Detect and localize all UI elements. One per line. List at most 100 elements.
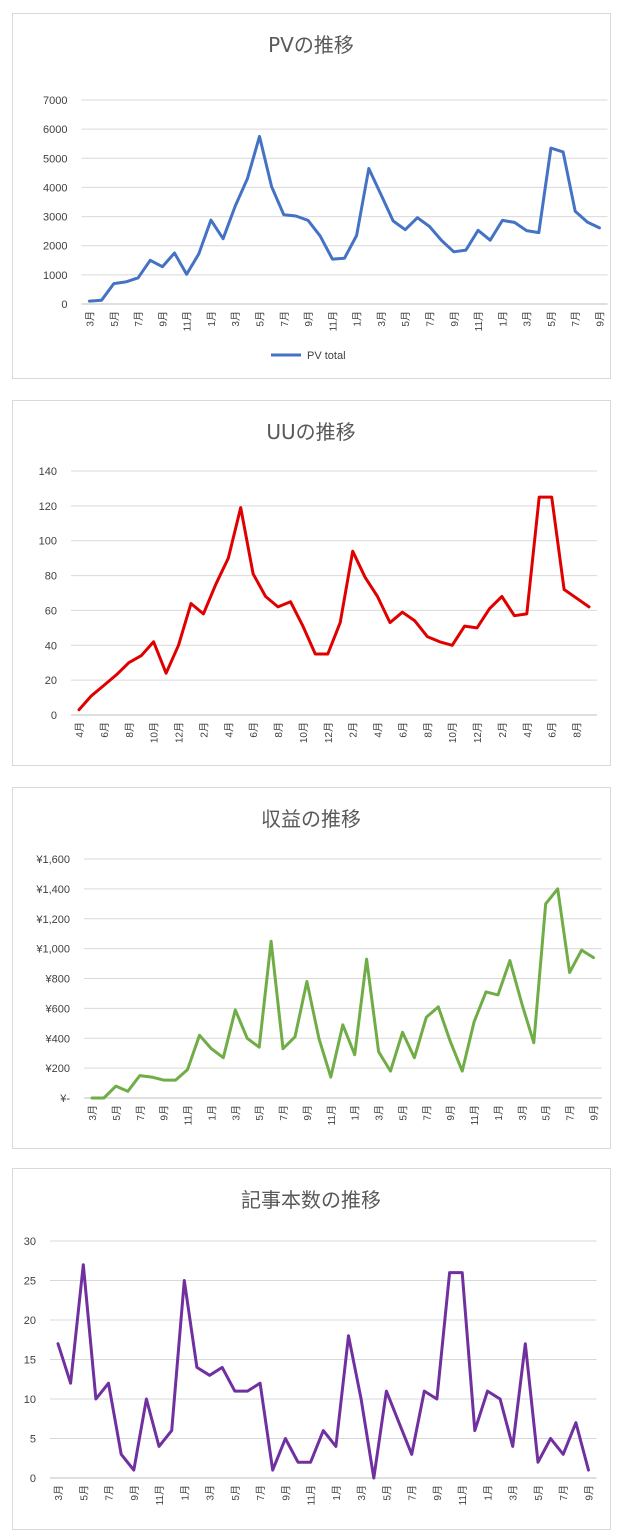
- x-tick-label: 3月: [517, 1105, 529, 1121]
- y-tick-label: ¥1,600: [35, 854, 70, 866]
- x-tick-label: 1月: [497, 311, 509, 327]
- x-tick-label: 6月: [547, 722, 559, 738]
- x-tick-label: 5月: [381, 1485, 393, 1501]
- x-tick-label: 5月: [255, 311, 267, 327]
- x-tick-label: 8月: [273, 722, 285, 738]
- y-tick-label: ¥800: [45, 974, 70, 986]
- x-tick-label: 12月: [323, 722, 335, 743]
- x-tick-label: 8月: [124, 722, 136, 738]
- x-tick-label: 5月: [254, 1105, 266, 1121]
- x-tick-label: 9月: [159, 1105, 171, 1121]
- y-tick-label: ¥600: [45, 1003, 70, 1015]
- x-tick-label: 5月: [397, 1105, 409, 1121]
- uu-chart-svg: UUの推移 0 20 40 60 80 100 120 140 4月 6月 8月 10月 12月 2月 4月…: [39, 420, 597, 743]
- y-tick-label: 0: [61, 299, 67, 311]
- x-tick-label: 3月: [53, 1485, 65, 1501]
- x-tick-label: 4月: [373, 722, 385, 738]
- y-tick-label: 20: [45, 675, 57, 687]
- y-tick-label: ¥1,400: [35, 884, 70, 896]
- series-line: [88, 134, 601, 303]
- x-tick-label: 11月: [182, 311, 194, 331]
- x-tick-label: 11月: [306, 1485, 318, 1505]
- x-tick-label: 5月: [546, 311, 558, 327]
- x-tick-label: 8月: [422, 722, 434, 738]
- x-tick-label: 11月: [154, 1485, 166, 1505]
- x-tick-label: 1月: [206, 311, 218, 327]
- y-tick-label: ¥200: [45, 1063, 70, 1075]
- x-tick-label: 9月: [589, 1105, 601, 1121]
- legend-label: PV total: [307, 350, 346, 362]
- y-tick-label: 2000: [43, 241, 67, 253]
- x-tick-label: 2月: [497, 722, 509, 738]
- x-tick-label: 9月: [445, 1105, 457, 1121]
- x-tick-label: 9月: [449, 311, 461, 327]
- x-tick-label: 10月: [447, 722, 459, 743]
- y-tick-label: 6000: [43, 124, 67, 136]
- y-tick-label: 0: [30, 1473, 36, 1485]
- y-tick-label: ¥400: [45, 1033, 70, 1045]
- x-tick-label: 4月: [223, 722, 235, 738]
- x-tick-label: 6月: [397, 722, 409, 738]
- x-tick-label: 2月: [198, 722, 210, 738]
- articles-chart-svg: 記事本数の推移 0 5 10 15 20 25 30 3月 5月 7月 9月 11月 1月 3月 5月 7月 9…: [24, 1188, 597, 1505]
- x-tick-label: 11月: [183, 1105, 195, 1125]
- x-tick-label: 7月: [565, 1105, 577, 1121]
- x-tick-label: 7月: [135, 1105, 147, 1121]
- uu-chart: UUの推移 0 20 40 60 80 100 120 140 4月 6月 8月 10月 12月 2月 4月…: [12, 400, 611, 766]
- x-tick-label: 5月: [111, 1105, 123, 1121]
- x-tick-label: 8月: [572, 722, 584, 738]
- x-tick-label: 3月: [205, 1485, 217, 1501]
- x-tick-label: 5月: [78, 1485, 90, 1501]
- y-tick-label: 0: [51, 710, 57, 722]
- x-tick-label: 9月: [302, 1105, 314, 1121]
- series-line: [90, 887, 595, 1100]
- x-tick-label: 6月: [99, 722, 111, 738]
- revenue-chart-title: 収益の推移: [261, 807, 361, 831]
- x-tick-label: 11月: [457, 1485, 469, 1505]
- x-tick-label: 3月: [230, 1105, 242, 1121]
- x-tick-label: 1月: [493, 1105, 505, 1121]
- y-tick-label: 7000: [43, 95, 67, 107]
- revenue-chart: 収益の推移 ¥- ¥200 ¥400 ¥600 ¥800 ¥1,000 ¥1,200 ¥1,4…: [12, 787, 611, 1149]
- y-tick-label: 10: [24, 1394, 36, 1406]
- y-tick-label: 140: [39, 466, 57, 478]
- x-tick-label: 7月: [255, 1485, 267, 1501]
- x-tick-label: 1月: [331, 1485, 343, 1501]
- y-tick-label: 100: [39, 536, 57, 548]
- x-tick-label: 5月: [541, 1105, 553, 1121]
- x-tick-label: 9月: [432, 1485, 444, 1501]
- pv-chart-legend: PV total: [271, 350, 346, 362]
- x-tick-label: 3月: [356, 1485, 368, 1501]
- y-tick-label: 5000: [43, 153, 67, 165]
- y-tick-label: 20: [24, 1315, 36, 1327]
- series-line: [56, 1263, 590, 1480]
- x-tick-label: 4月: [522, 722, 534, 738]
- x-tick-label: 3月: [522, 311, 534, 327]
- x-tick-label: 9月: [584, 1485, 596, 1501]
- y-tick-label: ¥1,000: [35, 944, 70, 956]
- x-tick-label: 2月: [348, 722, 360, 738]
- x-tick-label: 5月: [533, 1485, 545, 1501]
- pv-chart-svg: PVの推移 0 1000 2000 3000 4000 5000 6000 7000 3月 5月 7…: [43, 33, 608, 362]
- y-tick-label: 4000: [43, 182, 67, 194]
- y-tick-label: 120: [39, 501, 57, 513]
- x-tick-label: 12月: [174, 722, 186, 743]
- y-tick-label: 40: [45, 640, 57, 652]
- x-tick-label: 12月: [472, 722, 484, 743]
- y-tick-label: 60: [45, 605, 57, 617]
- x-tick-label: 1月: [350, 1105, 362, 1121]
- y-tick-label: 1000: [43, 270, 67, 282]
- x-tick-label: 6月: [248, 722, 260, 738]
- x-tick-label: 7月: [104, 1485, 116, 1501]
- y-tick-label: 80: [45, 571, 57, 583]
- x-tick-label: 3月: [87, 1105, 99, 1121]
- y-tick-label: ¥-: [59, 1093, 70, 1105]
- y-tick-label: 5: [30, 1434, 36, 1446]
- x-tick-label: 1月: [206, 1105, 218, 1121]
- x-tick-label: 1月: [482, 1485, 494, 1501]
- x-tick-label: 7月: [558, 1485, 570, 1501]
- x-tick-label: 7月: [407, 1485, 419, 1501]
- y-tick-label: 25: [24, 1276, 36, 1288]
- x-tick-label: 7月: [570, 311, 582, 327]
- articles-chart-title: 記事本数の推移: [241, 1188, 381, 1212]
